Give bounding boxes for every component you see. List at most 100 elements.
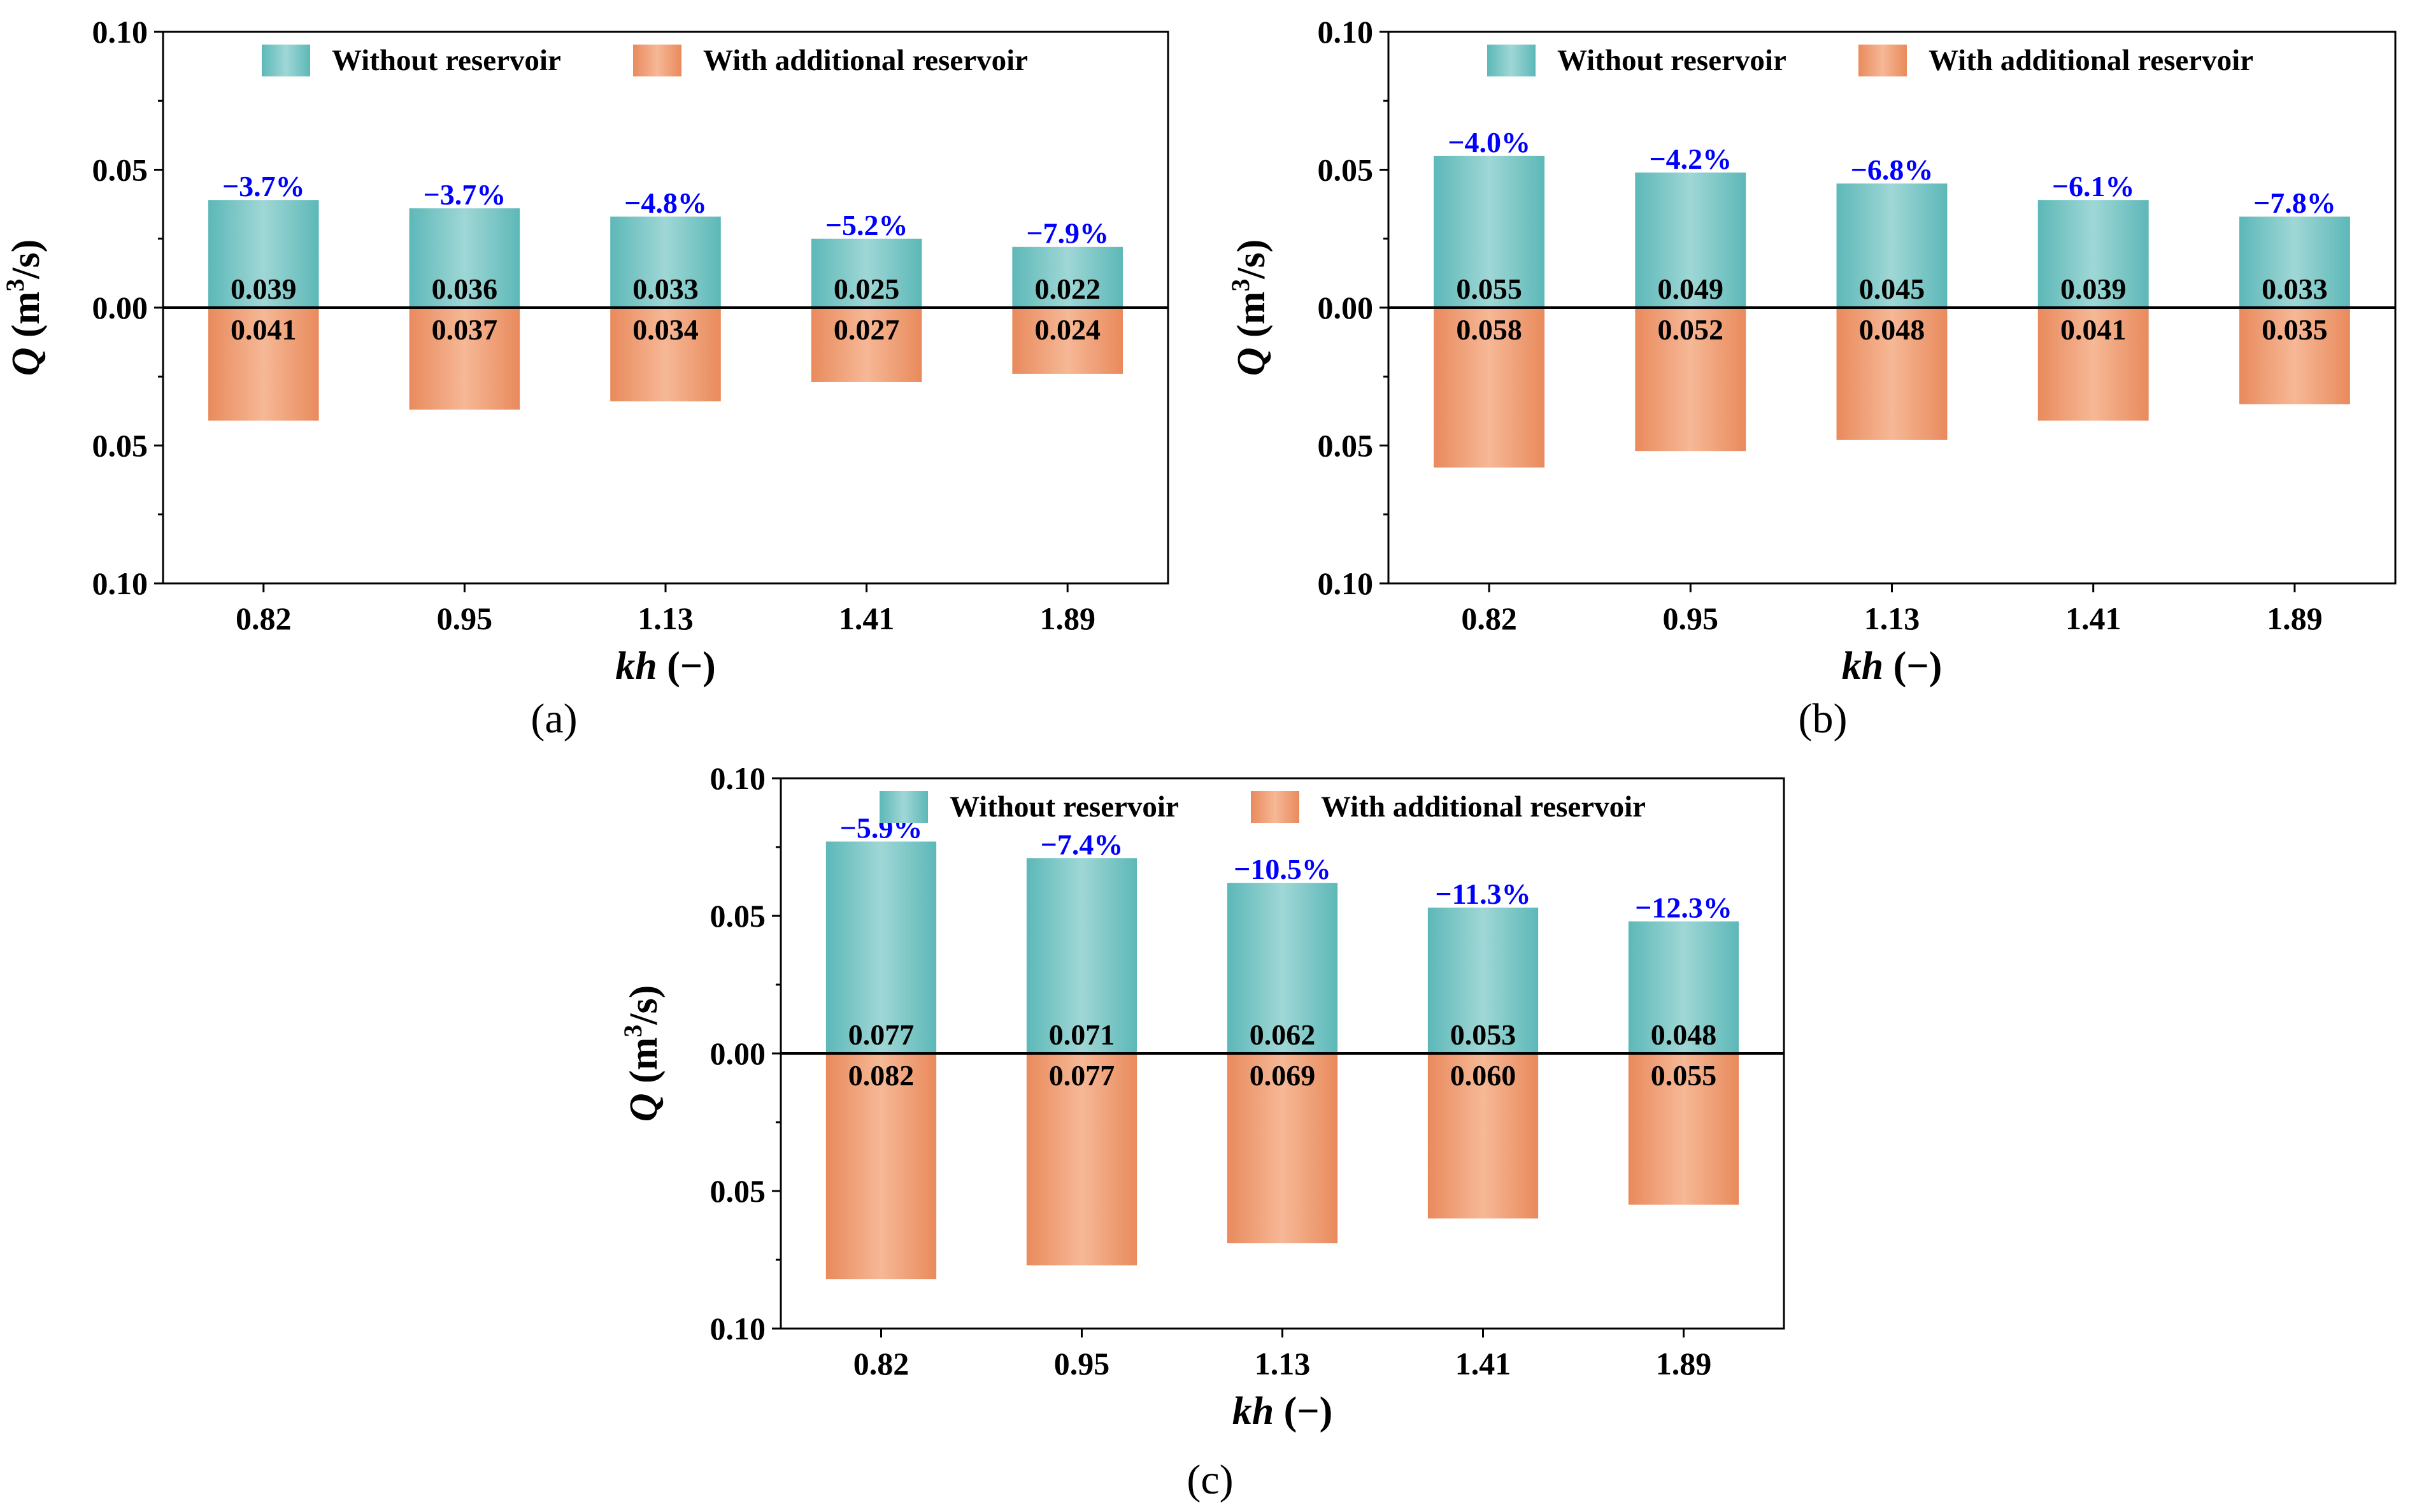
legend-swatch-with — [633, 45, 681, 76]
x-tick-label: 1.89 — [2267, 601, 2323, 636]
percent-change-label: −7.9% — [1026, 217, 1109, 250]
x-tick-label: 1.13 — [1864, 601, 1920, 636]
x-tick-label: 1.13 — [638, 601, 694, 636]
legend-label-with: With additional reservoir — [1321, 790, 1646, 824]
bar-with-reservoir — [811, 308, 922, 382]
value-label-with: 0.027 — [834, 313, 900, 346]
value-label-with: 0.082 — [848, 1059, 915, 1092]
x-tick-label: 1.89 — [1656, 1346, 1712, 1381]
bar-without-reservoir — [1427, 908, 1539, 1053]
y-tick-label: 0.05 — [1318, 428, 1374, 464]
bar-without-reservoir — [409, 208, 520, 308]
y-tick-label: 0.05 — [92, 428, 148, 464]
y-tick-label: 0.00 — [92, 290, 148, 325]
chart-panel-c: 0.100.050.000.050.100.0770.082−5.9%0.820… — [618, 760, 1785, 1503]
value-label-without: 0.071 — [1049, 1018, 1115, 1051]
legend: Without reservoir With additional reservo… — [880, 790, 1646, 824]
value-label-without: 0.049 — [1658, 273, 1724, 305]
y-tick-label: 0.05 — [710, 1173, 766, 1209]
x-tick-label: 0.95 — [1054, 1346, 1110, 1381]
value-label-without: 0.025 — [834, 273, 900, 305]
legend-label-without: Without reservoir — [950, 790, 1179, 824]
value-label-with: 0.024 — [1034, 313, 1101, 346]
y-tick-label: 0.05 — [1318, 152, 1374, 188]
x-tick-label: 1.41 — [839, 601, 895, 636]
percent-change-label: −5.2% — [825, 209, 908, 241]
percent-change-label: −3.7% — [222, 170, 305, 203]
legend-label-with: With additional reservoir — [703, 44, 1028, 77]
legend: Without reservoir With additional reservo… — [1487, 44, 2253, 77]
bar-with-reservoir — [2037, 308, 2149, 421]
value-label-with: 0.060 — [1450, 1059, 1516, 1092]
bar-with-reservoir — [1026, 1053, 1137, 1266]
percent-change-label: −6.8% — [1851, 153, 1934, 186]
bar-with-reservoir — [1427, 1053, 1539, 1219]
value-label-with: 0.041 — [231, 313, 297, 346]
percent-change-label: −6.1% — [2052, 170, 2135, 203]
percent-change-label: −11.3% — [1435, 878, 1530, 910]
legend-swatch-without — [1487, 45, 1536, 76]
bar-with-reservoir — [409, 308, 520, 410]
y-tick-label: 0.00 — [710, 1036, 766, 1071]
value-label-with: 0.058 — [1456, 313, 1522, 346]
legend-swatch-without — [262, 45, 310, 76]
value-label-without: 0.045 — [1859, 273, 1925, 305]
legend-label-without: Without reservoir — [1557, 44, 1786, 77]
percent-change-label: −12.3% — [1635, 892, 1732, 924]
bar-without-reservoir — [811, 238, 922, 308]
value-label-without: 0.039 — [231, 273, 297, 305]
x-axis-title: kh (−) — [1842, 645, 1943, 688]
y-tick-label: 0.10 — [92, 566, 148, 601]
value-label-with: 0.037 — [432, 313, 498, 346]
percent-change-label: −4.8% — [624, 187, 707, 219]
percent-change-label: −4.0% — [1448, 126, 1530, 159]
bar-without-reservoir — [1434, 155, 1545, 308]
y-tick-label: 0.00 — [1318, 290, 1374, 325]
value-label-with: 0.041 — [2060, 313, 2127, 346]
bar-without-reservoir — [1012, 246, 1123, 308]
value-label-without: 0.033 — [2262, 273, 2328, 305]
percent-change-label: −4.2% — [1649, 143, 1732, 175]
value-label-without: 0.022 — [1034, 273, 1101, 305]
value-label-without: 0.048 — [1651, 1018, 1717, 1051]
bar-without-reservoir — [825, 841, 937, 1053]
value-label-without: 0.055 — [1456, 273, 1522, 305]
legend-swatch-with — [1251, 791, 1299, 823]
x-tick-label: 0.95 — [1663, 601, 1719, 636]
bar-with-reservoir — [1227, 1053, 1338, 1244]
legend-swatch-with — [1858, 45, 1907, 76]
x-tick-label: 0.82 — [853, 1346, 909, 1381]
y-tick-label: 0.10 — [1318, 14, 1374, 50]
bar-without-reservoir — [1628, 921, 1739, 1053]
percent-change-label: −7.8% — [2253, 187, 2336, 219]
bar-without-reservoir — [1227, 883, 1338, 1053]
x-tick-label: 0.82 — [1461, 601, 1517, 636]
bar-without-reservoir — [1635, 172, 1746, 308]
value-label-without: 0.036 — [432, 273, 498, 305]
percent-change-label: −7.4% — [1041, 828, 1123, 860]
value-label-with: 0.077 — [1049, 1059, 1115, 1092]
panel-label: (a) — [531, 695, 577, 742]
value-label-without: 0.033 — [632, 273, 699, 305]
y-axis-title: Q (m3/s) — [618, 985, 666, 1122]
y-tick-label: 0.10 — [92, 14, 148, 50]
percent-change-label: −3.7% — [424, 178, 506, 211]
x-axis-title: kh (−) — [615, 645, 716, 688]
bar-without-reservoir — [1026, 858, 1137, 1053]
value-label-with: 0.052 — [1658, 313, 1724, 346]
x-axis-title: kh (−) — [1232, 1390, 1333, 1433]
bar-with-reservoir — [1434, 308, 1545, 468]
x-tick-label: 0.82 — [236, 601, 292, 636]
legend-label-with: With additional reservoir — [1929, 44, 2253, 77]
panel-label: (c) — [1187, 1457, 1233, 1503]
bar-with-reservoir — [1836, 308, 1948, 440]
y-tick-label: 0.05 — [710, 898, 766, 934]
chart-panel-b: 0.10 0.05 0.00 0.05 0.10 0.055 0.058 −4.0% 0.82 0… — [1226, 14, 2397, 742]
value-label-with: 0.034 — [632, 313, 699, 346]
y-tick-label: 0.10 — [1318, 566, 1374, 601]
value-label-with: 0.048 — [1859, 313, 1925, 346]
bar-without-reservoir — [2239, 217, 2350, 308]
chart-panel-a: 0.10 0.05 0.00 0.05 0.10 0.039 0.041 −3.7% 0.82 0… — [1, 14, 1169, 742]
y-axis-title: Q (m3/s) — [1, 239, 48, 376]
